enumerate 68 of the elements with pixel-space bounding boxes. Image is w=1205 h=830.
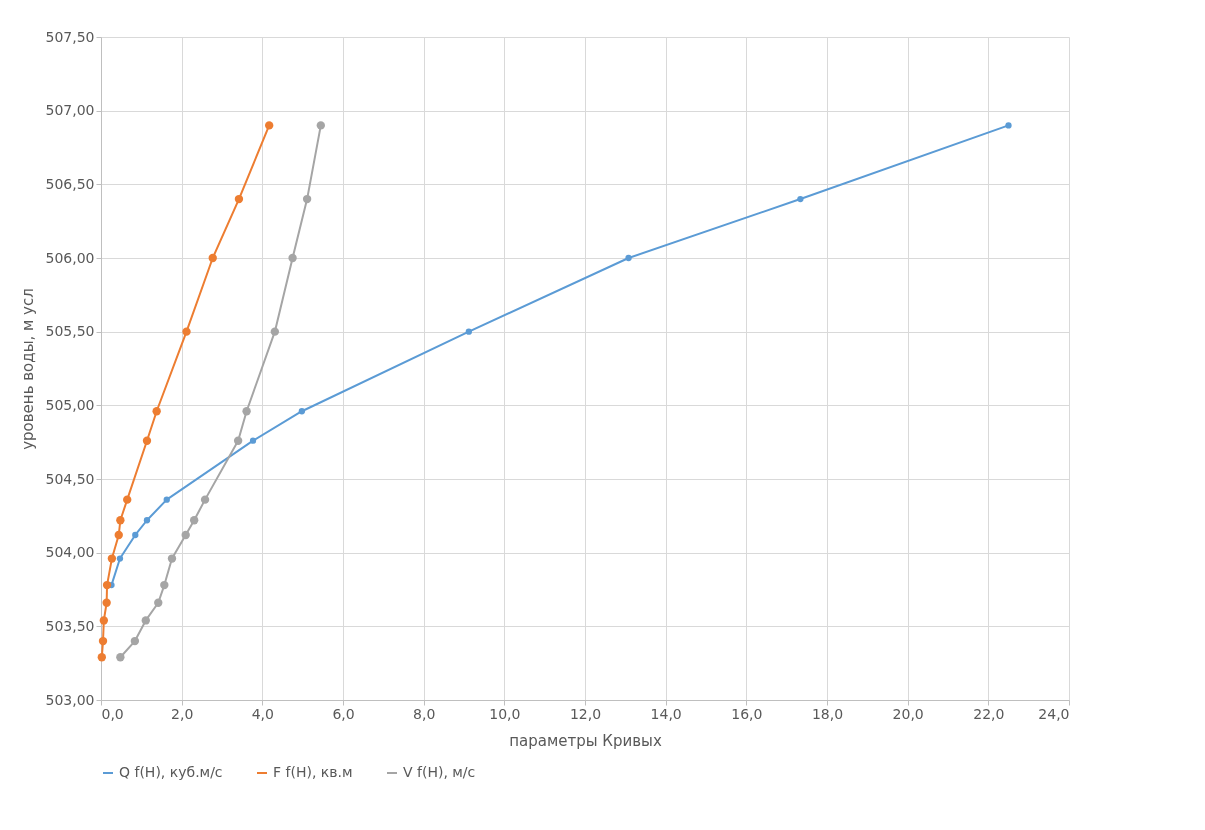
legend-label: V f(H), м/с bbox=[403, 764, 476, 780]
point bbox=[1005, 122, 1012, 129]
y-tick-label: 507,00 bbox=[45, 102, 95, 119]
y-tick-label: 504,50 bbox=[45, 470, 95, 487]
x-tick-label: 2,0 bbox=[171, 705, 194, 722]
x-tick-label: 22,0 bbox=[973, 705, 1005, 722]
point bbox=[163, 496, 170, 503]
point bbox=[302, 194, 312, 204]
point bbox=[234, 194, 244, 204]
point bbox=[107, 554, 117, 563]
point bbox=[288, 253, 297, 263]
point bbox=[97, 653, 106, 662]
y-tick-label: 506,00 bbox=[45, 249, 95, 266]
point bbox=[298, 408, 306, 415]
point bbox=[797, 195, 804, 203]
x-axis-title: параметры Кривых bbox=[509, 731, 662, 750]
point bbox=[142, 436, 152, 445]
x-tick-label: 8,0 bbox=[413, 705, 436, 722]
x-tick-label: 10,0 bbox=[489, 705, 521, 722]
y-tick-label: 507,50 bbox=[45, 28, 95, 45]
point bbox=[242, 407, 251, 416]
point bbox=[625, 254, 632, 262]
point bbox=[160, 580, 169, 590]
point bbox=[130, 636, 140, 646]
x-tick-label: 18,0 bbox=[811, 705, 844, 722]
point bbox=[233, 436, 243, 445]
point bbox=[316, 121, 325, 130]
point bbox=[182, 327, 191, 336]
x-tick-label: 4,0 bbox=[251, 705, 274, 722]
y-tick-label: 505,50 bbox=[45, 323, 95, 340]
point bbox=[98, 636, 108, 646]
y-axis-title: уровень воды, м усл bbox=[18, 288, 37, 450]
point bbox=[181, 530, 190, 540]
y-tick-label: 504,00 bbox=[45, 544, 95, 561]
x-tick-label: 16,0 bbox=[731, 705, 763, 722]
point bbox=[200, 495, 210, 504]
point bbox=[114, 530, 123, 540]
point bbox=[132, 531, 139, 539]
legend-label: F f(H), кв.м bbox=[273, 764, 353, 780]
point bbox=[123, 495, 132, 504]
point bbox=[143, 517, 151, 524]
point bbox=[141, 616, 150, 625]
y-tick-label: 505,00 bbox=[45, 396, 95, 413]
point bbox=[249, 437, 257, 444]
y-tick-label: 506,50 bbox=[45, 175, 95, 192]
x-tick-label: 6,0 bbox=[332, 705, 355, 722]
x-tick-label: 20,0 bbox=[892, 705, 924, 722]
point bbox=[167, 554, 177, 563]
point bbox=[116, 516, 125, 525]
x-tick-label: 0,0 bbox=[101, 705, 124, 722]
y-tick-label: 503,50 bbox=[45, 617, 95, 634]
point bbox=[116, 555, 124, 562]
point bbox=[102, 598, 111, 607]
point bbox=[154, 598, 163, 607]
x-tick-label: 12,0 bbox=[569, 705, 602, 722]
point bbox=[270, 327, 280, 336]
point bbox=[208, 253, 217, 263]
point bbox=[102, 580, 112, 590]
point bbox=[465, 328, 472, 335]
point bbox=[99, 616, 109, 625]
x-tick-label: 14,0 bbox=[650, 705, 682, 722]
point bbox=[189, 516, 199, 525]
point bbox=[152, 407, 161, 416]
point bbox=[265, 121, 274, 130]
point bbox=[116, 653, 125, 662]
legend-label: Q f(H), куб.м/с bbox=[119, 764, 223, 780]
x-tick-label: 24,0 bbox=[1038, 705, 1070, 722]
y-tick-label: 503,00 bbox=[45, 691, 95, 708]
